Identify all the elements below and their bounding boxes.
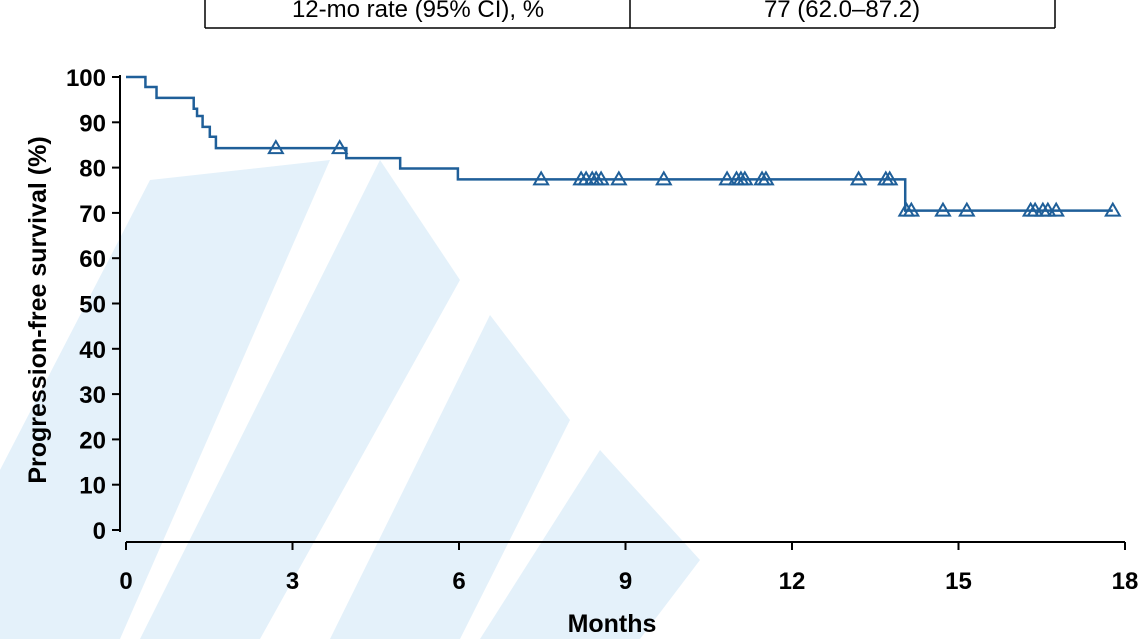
y-tick-label: 80 — [79, 156, 106, 183]
x-tick-label: 18 — [1112, 568, 1139, 595]
x-tick-label: 0 — [119, 568, 132, 595]
x-tick-label: 6 — [452, 568, 465, 595]
y-axis-title: Progression-free survival (%) — [24, 136, 52, 483]
x-tick-label: 12 — [779, 568, 806, 595]
chart: 12-mo rate (95% CI), % 77 (62.0–87.2) Mo… — [0, 0, 1146, 639]
y-tick-label: 30 — [79, 382, 106, 409]
x-tick-label: 9 — [619, 568, 632, 595]
y-tick-label: 40 — [79, 337, 106, 364]
y-tick-label: 90 — [79, 110, 106, 137]
table-cell: 77 (62.0–87.2) — [764, 0, 920, 23]
y-tick-label: 60 — [79, 246, 106, 273]
x-axis-title: Months — [568, 610, 657, 638]
x-tick-label: 3 — [286, 568, 299, 595]
page: {"chart_data": { "type": "kaplan-meier",… — [0, 0, 1146, 639]
y-tick-label: 0 — [93, 518, 106, 545]
table-cell: 12-mo rate (95% CI), % — [292, 0, 544, 23]
y-tick-label: 70 — [79, 201, 106, 228]
x-tick-label: 15 — [945, 568, 972, 595]
y-tick-label: 50 — [79, 292, 106, 319]
y-tick-label: 10 — [79, 473, 106, 500]
y-tick-label: 100 — [66, 65, 106, 92]
y-tick-label: 20 — [79, 427, 106, 454]
